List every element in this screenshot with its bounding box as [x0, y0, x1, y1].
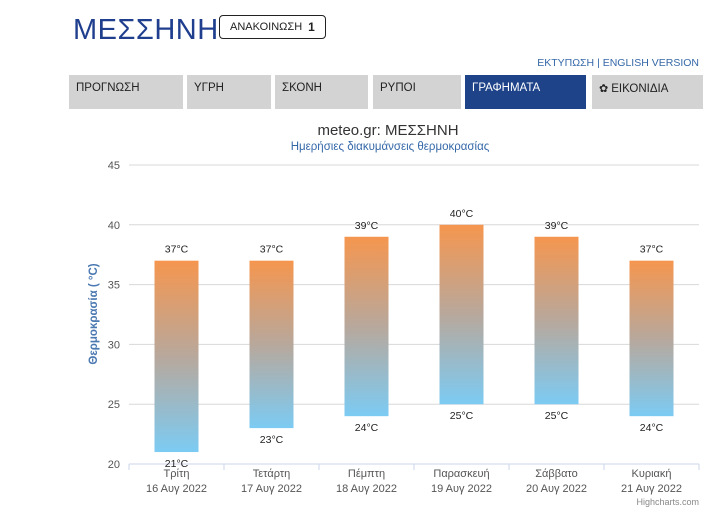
- y-tick-label: 40: [108, 220, 120, 232]
- x-tick-date: 17 Αυγ 2022: [241, 483, 302, 495]
- y-tick-label: 45: [108, 160, 120, 172]
- min-temp-label: 21°C: [165, 458, 189, 470]
- bars: [154, 224, 674, 453]
- grid-lines: [129, 164, 699, 465]
- tab-dust[interactable]: ΣΚΟΝΗ: [275, 75, 368, 109]
- english-version-link[interactable]: ENGLISH VERSION: [602, 57, 699, 69]
- temperature-bar: [154, 260, 199, 453]
- max-temp-label: 40°C: [450, 208, 474, 220]
- tab-icons[interactable]: ✿ ΕΙΚΟΝΙΔΙΑ: [592, 75, 703, 109]
- tab-charts[interactable]: ΓΡΑΦΗΜΑΤΑ: [465, 75, 586, 109]
- page-title: ΜΕΣΣΗΝΗ: [73, 14, 219, 46]
- chart-subtitle: Ημερήσιες διακυμάνσεις θερμοκρασίας: [291, 141, 490, 153]
- gear-icon: ✿: [599, 83, 609, 95]
- tab-label: ΣΚΟΝΗ: [282, 82, 322, 94]
- announcement-label: ΑΝΑΚΟΙΝΩΣΗ: [230, 21, 303, 33]
- tab-forecast[interactable]: ΠΡΟΓΝΩΣΗ: [69, 75, 183, 109]
- min-temp-label: 24°C: [640, 422, 664, 434]
- x-tick-day: Σάββατο: [535, 468, 577, 480]
- x-tick-day: Παρασκευή: [433, 468, 489, 480]
- y-axis-ticks: 20 25 30 35 40 45: [108, 160, 120, 471]
- x-tick-day: Τετάρτη: [253, 468, 291, 480]
- y-axis-label: Θερμοκρασία ( °C): [88, 263, 100, 364]
- announcement-icon: 1: [308, 20, 315, 34]
- y-tick-label: 25: [108, 399, 120, 411]
- highcharts-credit[interactable]: Highcharts.com: [636, 497, 699, 507]
- tab-label: ΥΓΡΗ: [194, 82, 224, 94]
- max-temp-label: 39°C: [355, 220, 379, 232]
- x-tick-date: 18 Αυγ 2022: [336, 483, 397, 495]
- y-tick-label: 20: [108, 459, 120, 471]
- data-labels: 37°C 21°C 37°C 23°C 39°C 24°C 40°C 25°C 39°C 25°C…: [165, 208, 664, 470]
- x-tick-day: Κυριακή: [631, 468, 671, 480]
- x-tick-date: 16 Αυγ 2022: [146, 483, 207, 495]
- min-temp-label: 23°C: [260, 434, 284, 446]
- max-temp-label: 37°C: [260, 244, 284, 256]
- min-temp-label: 25°C: [450, 410, 474, 422]
- x-tick-date: 21 Αυγ 2022: [621, 483, 682, 495]
- min-temp-label: 24°C: [355, 422, 379, 434]
- x-tick-day: Πέμπτη: [348, 468, 385, 480]
- max-temp-label: 39°C: [545, 220, 569, 232]
- tab-label: ΓΡΑΦΗΜΑΤΑ: [472, 82, 541, 94]
- chart-title: meteo.gr: ΜΕΣΣΗΝΗ: [317, 122, 458, 139]
- y-tick-label: 30: [108, 339, 120, 351]
- x-tick-date: 19 Αυγ 2022: [431, 483, 492, 495]
- temperature-bar: [344, 236, 389, 417]
- tab-humidity[interactable]: ΥΓΡΗ: [187, 75, 271, 109]
- max-temp-label: 37°C: [165, 244, 189, 256]
- announcement-button[interactable]: ΑΝΑΚΟΙΝΩΣΗ 1: [219, 15, 326, 39]
- x-tick-day: Τρίτη: [164, 468, 190, 480]
- x-tick-date: 20 Αυγ 2022: [526, 483, 587, 495]
- min-temp-label: 25°C: [545, 410, 569, 422]
- temperature-bar: [629, 260, 674, 417]
- tab-label: ΡΥΠΟΙ: [380, 82, 416, 94]
- top-links: ΕΚΤΥΠΩΣΗ | ENGLISH VERSION: [537, 57, 699, 69]
- tab-pollutants[interactable]: ΡΥΠΟΙ: [373, 75, 461, 109]
- link-separator: |: [597, 57, 600, 69]
- x-axis-ticks: Τρίτη 16 Αυγ 2022 Τετάρτη 17 Αυγ 2022 Πέμπτη…: [128, 464, 700, 495]
- y-tick-label: 35: [108, 280, 120, 292]
- tab-label: ΠΡΟΓΝΩΣΗ: [76, 82, 140, 94]
- tab-label: ΕΙΚΟΝΙΔΙΑ: [611, 83, 669, 95]
- max-temp-label: 37°C: [640, 244, 664, 256]
- print-link[interactable]: ΕΚΤΥΠΩΣΗ: [537, 57, 595, 69]
- temperature-bar: [439, 224, 484, 405]
- temperature-bar: [249, 260, 294, 429]
- temperature-bar: [534, 236, 579, 405]
